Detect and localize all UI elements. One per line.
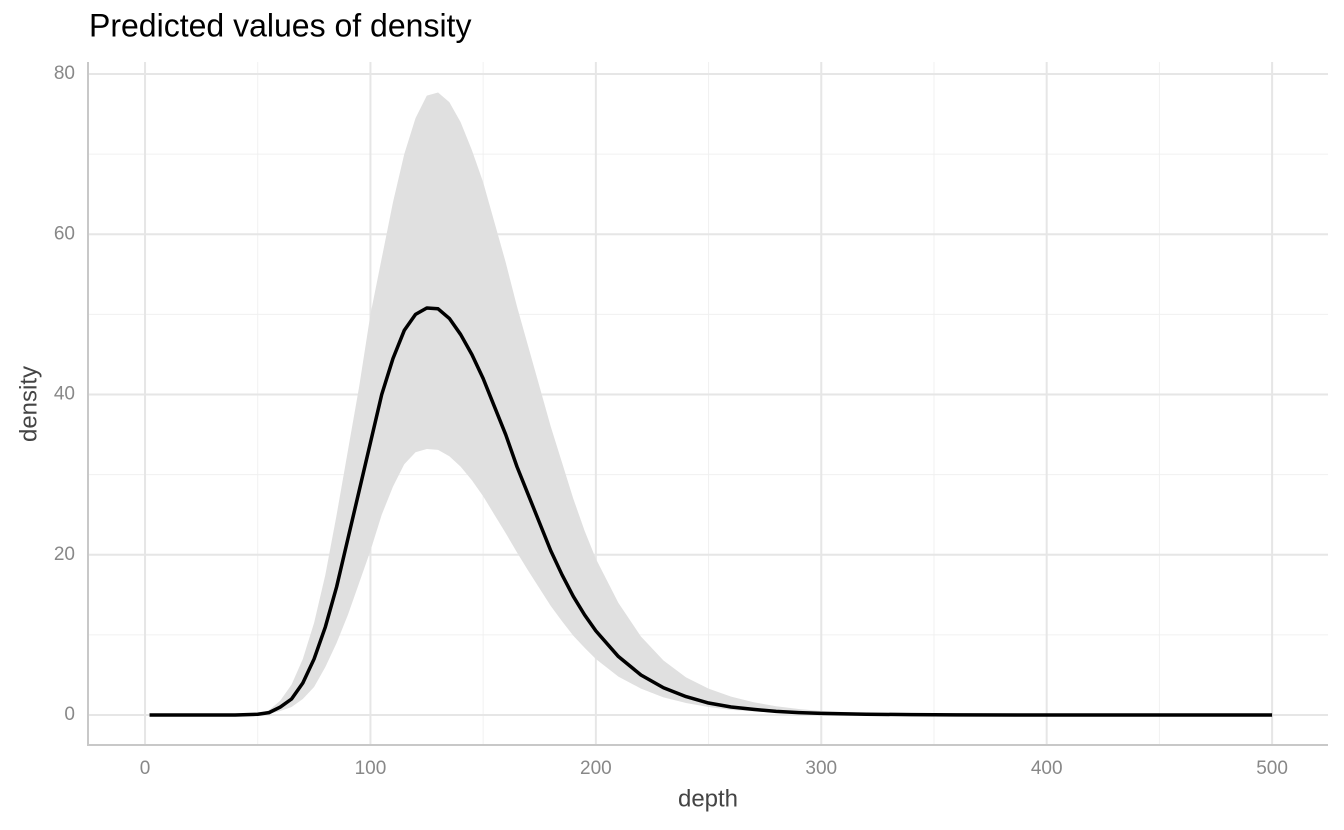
y-axis-title: density	[15, 366, 42, 442]
x-tick-label: 200	[580, 758, 612, 779]
x-axis-title: depth	[678, 785, 738, 812]
x-tick-label: 0	[140, 758, 151, 779]
x-tick-label: 300	[805, 758, 837, 779]
x-tick-label: 100	[355, 758, 387, 779]
confidence-band	[149, 92, 1273, 716]
chart-title: Predicted values of density	[89, 7, 471, 43]
line	[149, 306, 1273, 717]
x-tick-label: 500	[1256, 758, 1288, 779]
y-tick-label: 0	[64, 704, 75, 725]
x-tick-label: 400	[1031, 758, 1063, 779]
y-tick-label: 40	[54, 384, 75, 405]
y-tick-label: 80	[54, 63, 75, 84]
y-tick-label: 60	[54, 223, 75, 244]
y-tick-label: 20	[54, 544, 75, 565]
